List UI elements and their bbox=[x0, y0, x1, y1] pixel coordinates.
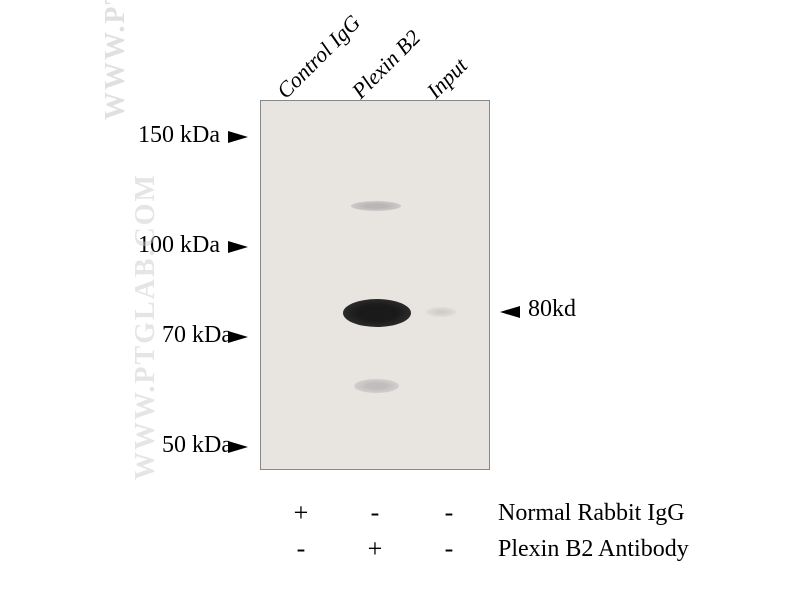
arrow-icon bbox=[228, 331, 248, 343]
arrow-icon bbox=[228, 441, 248, 453]
band-label-80kd: 80kd bbox=[528, 296, 576, 323]
condition-sign-r2-l1: - bbox=[286, 534, 316, 564]
condition-label-r2: Plexin B2 Antibody bbox=[498, 536, 689, 563]
condition-sign-r1-l3: - bbox=[434, 498, 464, 528]
mw-label-150: 150 kDa bbox=[100, 122, 220, 149]
band-faint-lower bbox=[354, 379, 399, 393]
arrow-icon bbox=[228, 241, 248, 253]
condition-sign-r2-l3: - bbox=[434, 534, 464, 564]
band-input-faint bbox=[426, 307, 456, 317]
condition-label-r1: Normal Rabbit IgG bbox=[498, 500, 685, 527]
arrow-icon bbox=[500, 306, 520, 318]
band-main-80kd bbox=[343, 299, 411, 327]
lane-label-2: Plexin B2 bbox=[347, 25, 426, 104]
condition-sign-r1-l1: + bbox=[286, 498, 316, 528]
blot-membrane bbox=[260, 100, 490, 470]
watermark-text-2: WWW.PTGLAB.COM bbox=[130, 173, 162, 480]
watermark-text: WWW.PTGLAB.COM bbox=[100, 0, 132, 120]
lane-label-3: Input bbox=[422, 53, 473, 104]
condition-sign-r1-l2: - bbox=[360, 498, 390, 528]
condition-sign-r2-l2: + bbox=[360, 534, 390, 564]
arrow-icon bbox=[228, 131, 248, 143]
figure-container: WWW.PTGLAB.COM WWW.PTGLAB.COM Control Ig… bbox=[0, 0, 800, 600]
band-faint-upper bbox=[351, 201, 401, 211]
